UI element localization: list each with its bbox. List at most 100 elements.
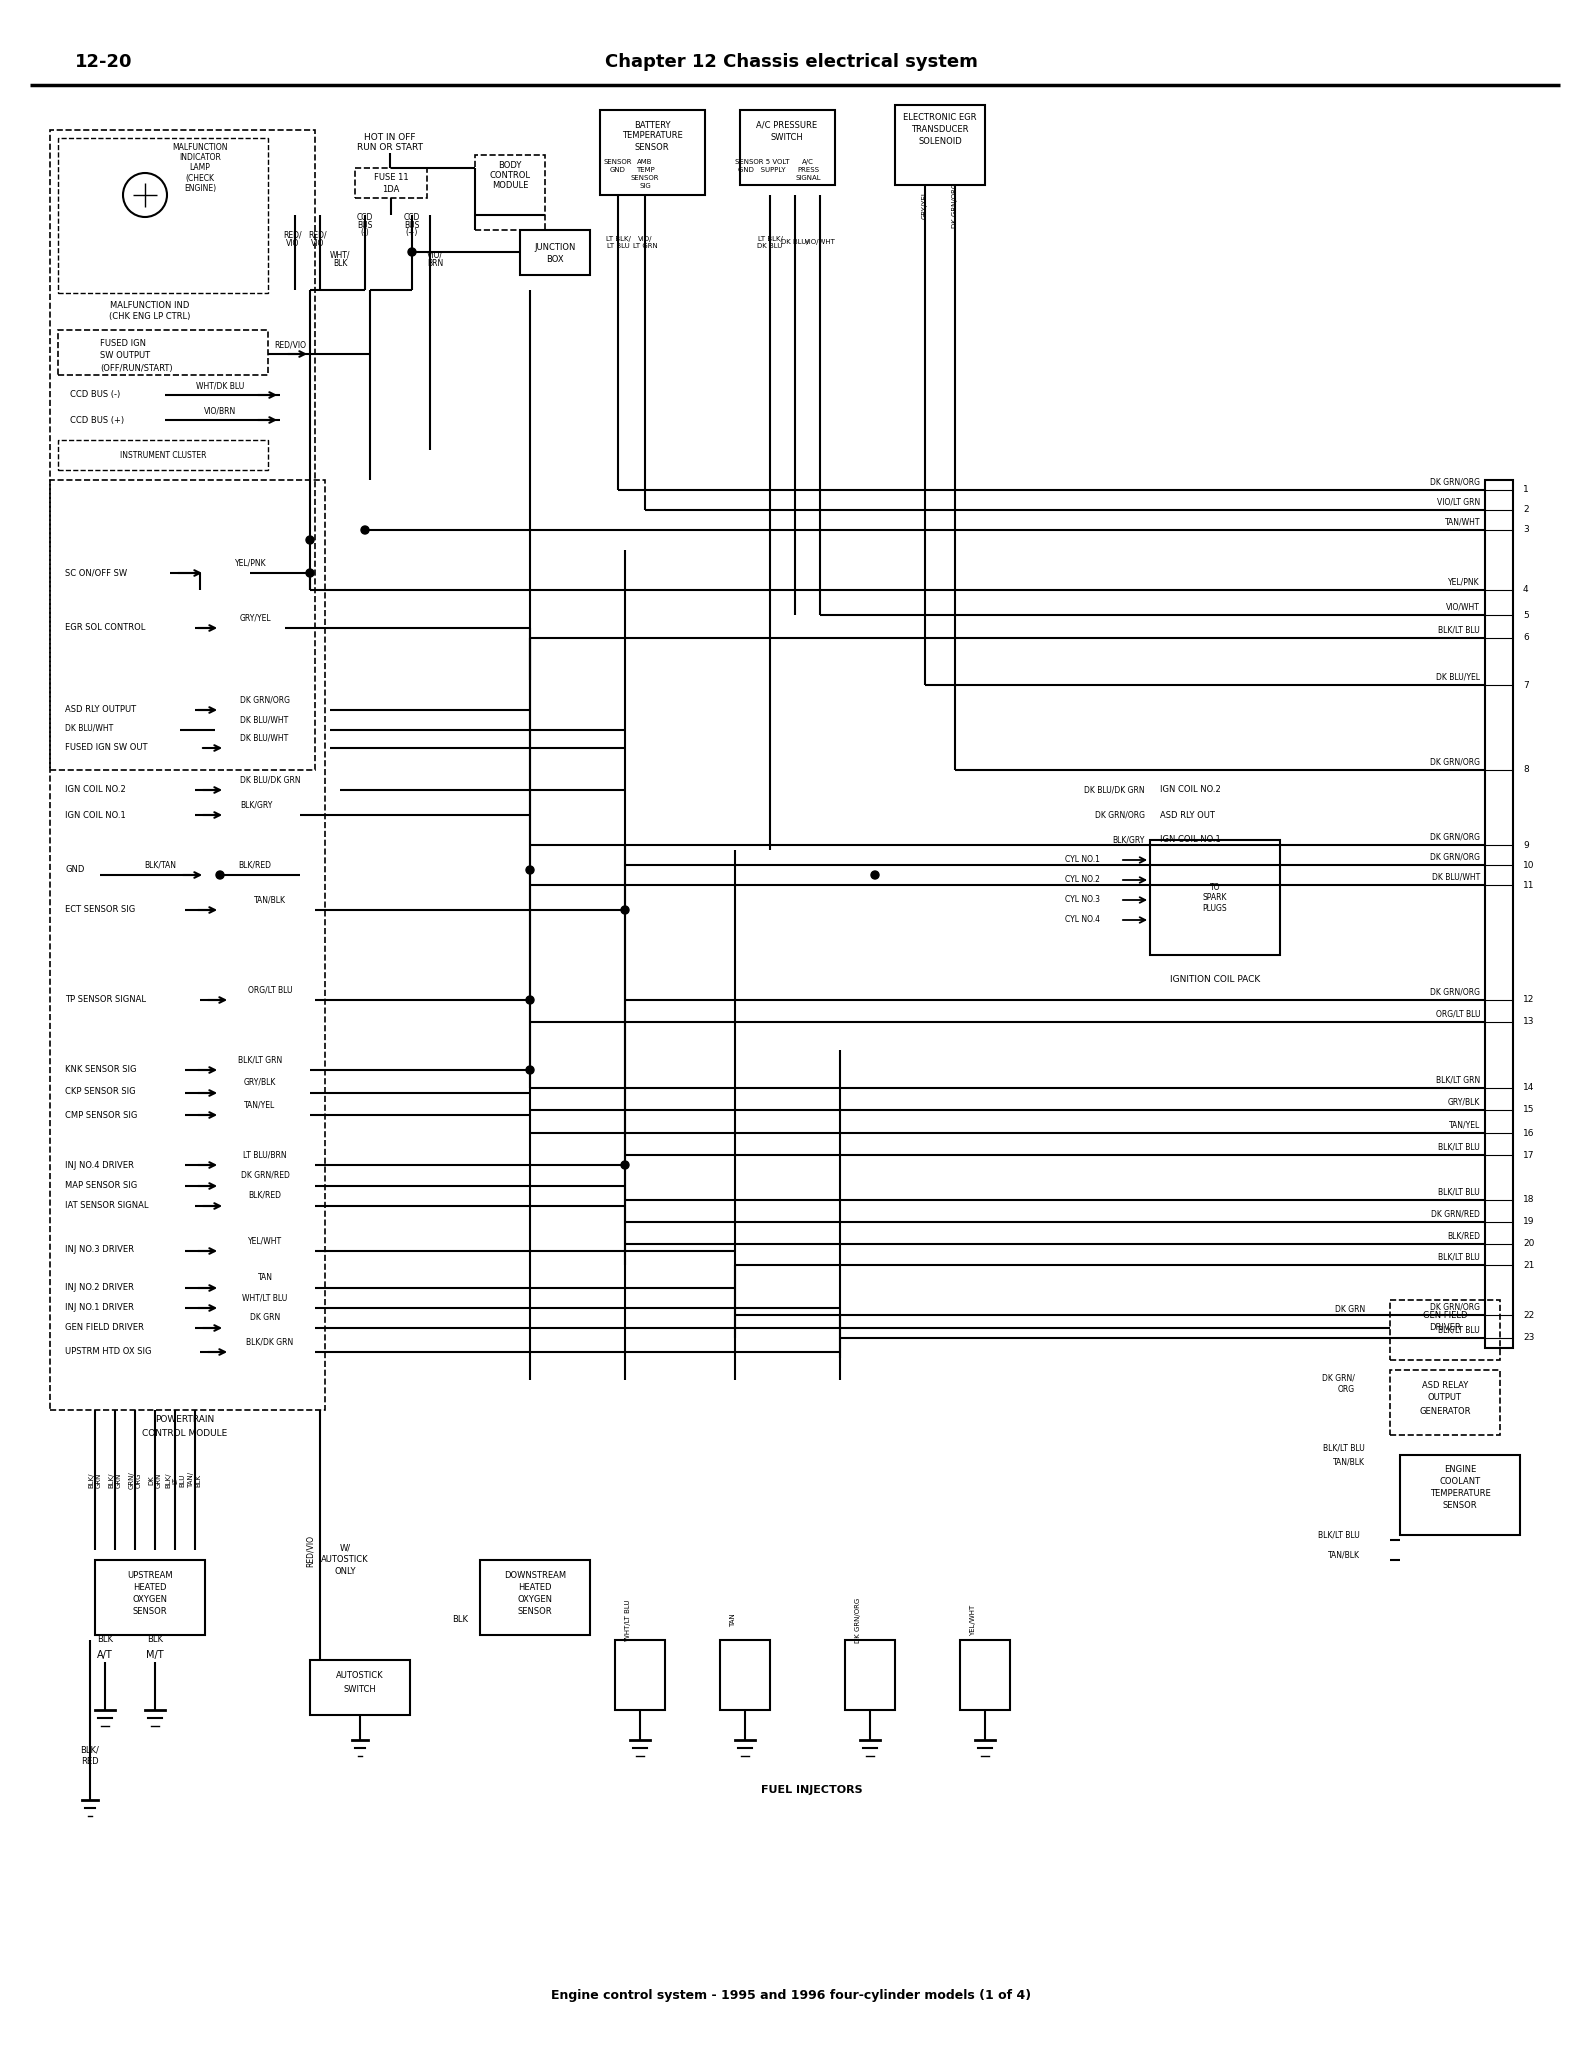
Text: TAN/BLK: TAN/BLK: [1327, 1550, 1361, 1559]
Text: CYL NO.1: CYL NO.1: [1065, 856, 1099, 864]
Text: FUSED IGN SW OUT: FUSED IGN SW OUT: [65, 743, 147, 752]
Text: DK GRN/ORG: DK GRN/ORG: [1430, 987, 1481, 997]
Text: 19: 19: [1523, 1217, 1535, 1227]
Bar: [895, 104, 986, 184]
Text: CYL NO.4: CYL NO.4: [1065, 915, 1099, 924]
Text: BLK: BLK: [147, 1636, 163, 1645]
Text: DK GRN: DK GRN: [1335, 1305, 1365, 1315]
Text: INJ NO.3 DRIVER: INJ NO.3 DRIVER: [65, 1245, 134, 1255]
Text: (-): (-): [361, 229, 369, 238]
Text: AUTOSTICK: AUTOSTICK: [337, 1671, 384, 1679]
Text: SENSOR: SENSOR: [133, 1606, 168, 1616]
Text: IGN COIL NO.2: IGN COIL NO.2: [65, 786, 125, 795]
Text: 18: 18: [1523, 1196, 1535, 1204]
Text: PRESS: PRESS: [797, 168, 819, 172]
Text: SENSOR: SENSOR: [517, 1606, 552, 1616]
Text: BLK/LT BLU: BLK/LT BLU: [1323, 1444, 1365, 1452]
Text: DK
GRN: DK GRN: [149, 1473, 161, 1487]
Text: 12: 12: [1523, 995, 1535, 1004]
Text: CCD BUS (+): CCD BUS (+): [70, 416, 123, 424]
Text: DK GRN/: DK GRN/: [1323, 1374, 1356, 1382]
Text: BUS: BUS: [405, 221, 419, 231]
Text: 17: 17: [1523, 1151, 1535, 1159]
Text: YEL/WHT: YEL/WHT: [970, 1604, 976, 1636]
Bar: [310, 1661, 410, 1714]
Bar: [59, 330, 267, 375]
Text: CYL NO.3: CYL NO.3: [1065, 895, 1099, 905]
Text: INDICATOR: INDICATOR: [179, 154, 221, 162]
Text: 4: 4: [1523, 586, 1528, 594]
Text: BLK/GRY: BLK/GRY: [1112, 836, 1145, 844]
Text: TAN: TAN: [258, 1274, 272, 1282]
Text: OXYGEN: OXYGEN: [133, 1595, 168, 1604]
Circle shape: [305, 537, 313, 545]
Text: IGN COIL NO.2: IGN COIL NO.2: [1160, 786, 1221, 795]
Text: 7: 7: [1523, 680, 1528, 690]
Text: ELECTRONIC EGR: ELECTRONIC EGR: [903, 113, 976, 123]
Text: A/T: A/T: [97, 1651, 112, 1661]
Text: RED/VIO: RED/VIO: [274, 340, 305, 350]
Text: TAN/WHT: TAN/WHT: [1444, 518, 1481, 526]
Text: GRN/
ORG: GRN/ ORG: [128, 1470, 141, 1489]
Circle shape: [622, 1161, 630, 1169]
Text: RED/: RED/: [283, 231, 302, 240]
Text: FUSE 11: FUSE 11: [373, 172, 408, 182]
Text: WHT/DK BLU: WHT/DK BLU: [196, 381, 244, 391]
Text: RED/: RED/: [308, 231, 327, 240]
Bar: [520, 229, 590, 274]
Text: BLK/RED: BLK/RED: [1448, 1231, 1481, 1241]
Text: TAN/BLK: TAN/BLK: [1334, 1458, 1365, 1466]
Text: GND: GND: [65, 866, 84, 874]
Text: DK GRN/ORG: DK GRN/ORG: [240, 696, 290, 705]
Text: GRY/BLK: GRY/BLK: [1448, 1098, 1481, 1106]
Text: TEMPERATURE: TEMPERATURE: [1430, 1489, 1490, 1499]
Text: SIG: SIG: [639, 182, 650, 188]
Text: POWERTRAIN: POWERTRAIN: [155, 1415, 215, 1425]
Text: ASD RELAY: ASD RELAY: [1422, 1380, 1468, 1389]
Text: 11: 11: [1523, 881, 1535, 889]
Text: BLK/
GRN: BLK/ GRN: [109, 1473, 122, 1487]
Text: ONLY: ONLY: [334, 1567, 356, 1577]
Text: VIO/WHT: VIO/WHT: [1446, 602, 1481, 612]
Text: SC ON/OFF SW: SC ON/OFF SW: [65, 569, 127, 578]
Text: BOX: BOX: [546, 256, 563, 264]
Text: 3: 3: [1523, 526, 1528, 535]
Text: BLK/TAN: BLK/TAN: [144, 860, 176, 870]
Text: VIO/: VIO/: [427, 250, 443, 260]
Text: TRANSDUCER: TRANSDUCER: [911, 125, 968, 135]
Bar: [479, 1561, 590, 1634]
Text: IAT SENSOR SIGNAL: IAT SENSOR SIGNAL: [65, 1200, 149, 1210]
Text: BLK: BLK: [97, 1636, 112, 1645]
Text: 1: 1: [1523, 485, 1528, 494]
Text: DK GRN/RED: DK GRN/RED: [1432, 1210, 1481, 1219]
Text: BLK/
LT
BLU: BLK/ LT BLU: [165, 1473, 185, 1487]
Text: OXYGEN: OXYGEN: [517, 1595, 552, 1604]
Circle shape: [525, 866, 535, 874]
Text: CCD: CCD: [403, 213, 421, 223]
Text: ORG: ORG: [1338, 1386, 1356, 1395]
Text: LT BLK/
DK BLU: LT BLK/ DK BLU: [758, 236, 783, 248]
Text: VIO: VIO: [312, 240, 324, 248]
Text: BLK/: BLK/: [81, 1745, 100, 1755]
Text: SIGNAL: SIGNAL: [796, 174, 821, 180]
Circle shape: [525, 995, 535, 1004]
Text: ORG/LT BLU: ORG/LT BLU: [248, 985, 293, 995]
Text: VIO: VIO: [286, 240, 299, 248]
Text: GRY/BLK: GRY/BLK: [244, 1077, 277, 1087]
Text: IGN COIL NO.1: IGN COIL NO.1: [65, 811, 125, 819]
Text: BUS: BUS: [358, 221, 373, 231]
Text: CKP SENSOR SIG: CKP SENSOR SIG: [65, 1087, 136, 1096]
Text: UPSTRM HTD OX SIG: UPSTRM HTD OX SIG: [65, 1348, 152, 1356]
Text: LT BLK/
LT BLU: LT BLK/ LT BLU: [606, 236, 631, 248]
Bar: [354, 168, 427, 199]
Text: DK BLU/DK GRN: DK BLU/DK GRN: [1084, 786, 1145, 795]
Text: MODULE: MODULE: [492, 180, 528, 190]
Text: IGN COIL NO.1: IGN COIL NO.1: [1160, 836, 1221, 844]
Bar: [59, 137, 267, 293]
Bar: [1391, 1300, 1500, 1360]
Text: YEL/PNK: YEL/PNK: [1449, 578, 1481, 586]
Text: MALFUNCTION: MALFUNCTION: [172, 143, 228, 152]
Text: DK BLU/DK GRN: DK BLU/DK GRN: [240, 776, 301, 784]
Circle shape: [217, 870, 225, 879]
Text: 5: 5: [1523, 610, 1528, 618]
